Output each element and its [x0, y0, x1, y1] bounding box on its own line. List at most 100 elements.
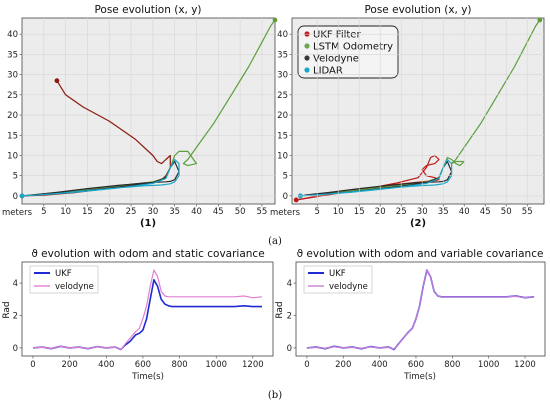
legend-label-ukf-filter: UKF Filter	[313, 30, 361, 41]
legend-box-3	[29, 265, 99, 294]
x-tick-label: 40	[191, 207, 202, 217]
y-tick-label: 15	[277, 131, 288, 141]
y-tick-label: 25	[7, 91, 18, 101]
x-tick-label: 10	[60, 207, 71, 217]
y-tick-label: 30	[277, 71, 288, 81]
pose-chart-2: Pose evolution (x, y) (2) meters UKF Fil…	[270, 4, 545, 229]
y-tick-label: 2	[287, 311, 292, 321]
x-tick-label: 5	[314, 207, 319, 217]
y-tick-label: 5	[13, 172, 18, 182]
y-tick-label: 15	[7, 131, 18, 141]
plot-area-1	[21, 17, 276, 205]
x-tick-label: 50	[235, 207, 246, 217]
legend-label-velodyne-3: velodyne	[55, 282, 94, 292]
x-tick-label: 200	[62, 360, 78, 370]
legend-box-4	[303, 265, 373, 294]
series-endpoint-marker	[54, 78, 60, 84]
legend-label-ukf-4: UKF	[329, 269, 346, 279]
x-tick-label: 25	[126, 207, 137, 217]
legend-label-velodyne-4: velodyne	[329, 282, 368, 292]
x-tick-label: 10	[333, 207, 344, 217]
series-endpoint-marker	[19, 193, 25, 199]
series-velodyne	[306, 269, 535, 350]
legend-label-lstm: LSTM Odometry	[313, 42, 393, 53]
x-tick-label: 30	[417, 207, 428, 217]
series-lidar	[21, 158, 180, 197]
y-tick-label: 0	[287, 344, 292, 354]
y-tick-label: 2	[13, 311, 18, 321]
x-tick-label: 400	[98, 360, 114, 370]
legend-label-lidar: LIDAR	[313, 66, 343, 77]
y-tick-label: 35	[7, 50, 18, 60]
x-axis-label-2: meters	[270, 208, 301, 218]
legend-label-ukf: UKF	[55, 269, 72, 279]
x-tick-label: 600	[408, 360, 424, 370]
y-tick-label: 20	[277, 111, 288, 121]
y-tick-label: 20	[7, 111, 18, 121]
y-tick-label: 4	[13, 279, 18, 289]
chart-title-3: ϑ evolution with odom and static covaria…	[31, 248, 264, 260]
legend-2: UKF Filter LSTM Odometry Velodyne LIDAR	[297, 25, 399, 79]
legend-3: UKF velodyne	[29, 265, 99, 294]
y-tick-label: 0	[283, 192, 288, 202]
x-tick-label: 0	[304, 360, 309, 370]
caption-b: (b)	[268, 390, 282, 401]
x-tick-label: 20	[375, 207, 386, 217]
series-lstm-odometry	[300, 19, 541, 197]
x-tick-label: 1200	[514, 360, 536, 370]
x-tick-label: 1200	[242, 360, 264, 370]
chart-title-1: Pose evolution (x, y)	[94, 4, 201, 16]
y-axis-label-3: Rad	[2, 301, 12, 318]
y-tick-label: 10	[7, 151, 18, 161]
legend-box-2	[297, 25, 399, 79]
x-tick-label: 15	[82, 207, 93, 217]
x-tick-label: 0	[30, 360, 35, 370]
series-velodyne	[32, 269, 263, 351]
y-tick-label: 0	[13, 344, 18, 354]
x-tick-label: 30	[147, 207, 158, 217]
series-endpoint-marker	[272, 17, 278, 23]
x-tick-label: 1000	[205, 360, 227, 370]
x-tick-label: 5	[41, 207, 46, 217]
x-axis-label-3: Time(s)	[131, 372, 164, 382]
x-tick-label: 45	[213, 207, 224, 217]
legend-marker-velodyne	[304, 55, 310, 61]
x-tick-label: 400	[371, 360, 387, 370]
x-tick-label: 55	[522, 207, 533, 217]
legend-label-velodyne: Velodyne	[313, 54, 359, 65]
x-tick-label: 20	[104, 207, 115, 217]
series-lidar	[300, 158, 453, 197]
x-tick-label: 35	[438, 207, 449, 217]
x-tick-label: 35	[169, 207, 180, 217]
y-tick-label: 4	[287, 279, 292, 289]
panel-label-2: (2)	[410, 218, 426, 229]
x-tick-label: 55	[256, 207, 267, 217]
x-tick-label: 40	[459, 207, 470, 217]
x-tick-label: 600	[135, 360, 151, 370]
x-tick-label: 200	[335, 360, 351, 370]
y-axis-label-4: Rad	[275, 301, 285, 318]
y-tick-label: 40	[7, 30, 18, 40]
y-tick-label: 30	[7, 71, 18, 81]
x-tick-label: 800	[444, 360, 460, 370]
legend-4: UKF velodyne	[303, 265, 373, 294]
x-tick-label: 45	[480, 207, 491, 217]
y-tick-label: 0	[13, 192, 18, 202]
legend-marker-lstm	[304, 43, 310, 49]
chart-title-2: Pose evolution (x, y)	[364, 4, 471, 16]
x-tick-label: 25	[396, 207, 407, 217]
series-endpoint-marker	[293, 197, 299, 203]
caption-a: (a)	[268, 236, 282, 247]
series-endpoint-marker	[537, 17, 543, 23]
legend-marker-lidar	[304, 67, 310, 73]
y-tick-label: 10	[277, 151, 288, 161]
panel-label-1: (1)	[140, 218, 156, 229]
pose-chart-1: Pose evolution (x, y) (1) meters 5 10 15 20…	[2, 4, 278, 229]
x-tick-label: 15	[354, 207, 365, 217]
theta-chart-variable: ϑ evolution with odom and variable covar…	[275, 248, 546, 382]
y-tick-label: 40	[277, 30, 288, 40]
y-tick-label: 5	[283, 172, 288, 182]
x-axis-label-4: Time(s)	[403, 372, 436, 382]
theta-chart-static: ϑ evolution with odom and static covaria…	[2, 248, 274, 382]
